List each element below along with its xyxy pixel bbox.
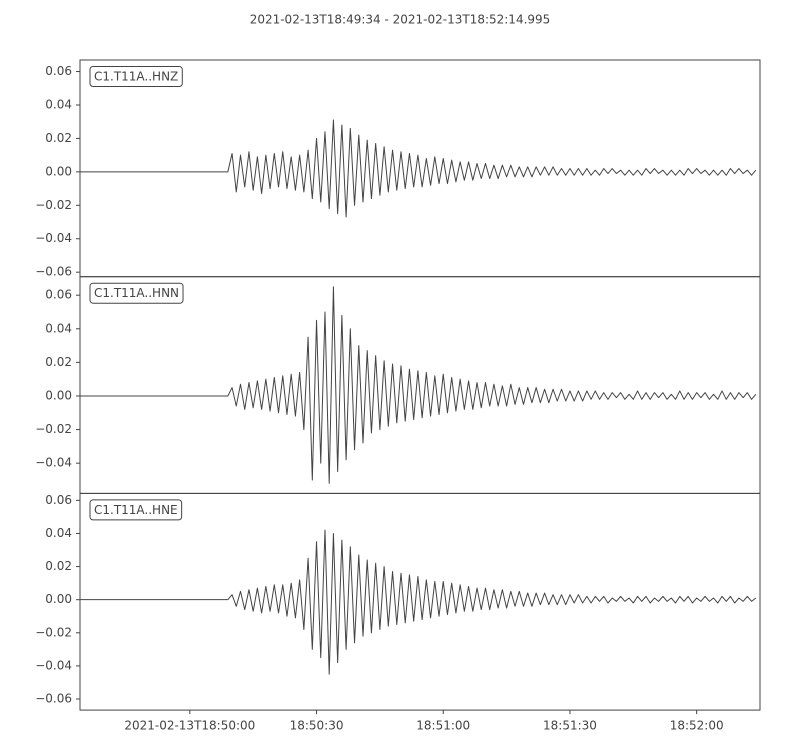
panel-frame	[79, 276, 761, 494]
x-tick-label: 18:50:30	[290, 719, 344, 733]
y-tick-label: −0.04	[35, 231, 72, 245]
trace-label: C1.T11A..HNZ	[94, 70, 178, 84]
y-tick-label: −0.02	[35, 198, 72, 212]
y-tick-label: 0.04	[45, 321, 72, 335]
y-tick-label: 0.00	[45, 592, 72, 606]
trace-label: C1.T11A..HNN	[94, 286, 179, 300]
y-tick-label: 0.02	[45, 559, 72, 573]
y-tick-label: 0.06	[45, 288, 72, 302]
y-tick-label: −0.06	[35, 265, 72, 279]
y-tick-label: 0.04	[45, 97, 72, 111]
y-tick-label: 0.00	[45, 164, 72, 178]
trace-label: C1.T11A..HNE	[94, 503, 178, 517]
y-tick-label: 0.02	[45, 355, 72, 369]
y-tick-label: −0.02	[35, 625, 72, 639]
waveform	[80, 529, 757, 675]
panel-frame	[79, 492, 761, 711]
trace-label-box	[89, 66, 183, 87]
y-tick-label: 0.00	[45, 388, 72, 402]
y-tick-label: −0.04	[35, 456, 72, 470]
x-tick-label: 2021-02-13T18:50:00	[124, 719, 255, 733]
y-tick-label: −0.06	[35, 692, 72, 706]
x-tick-label: 18:52:00	[670, 719, 724, 733]
y-tick-label: 0.02	[45, 131, 72, 145]
y-tick-label: −0.02	[35, 422, 72, 436]
y-tick-label: 0.04	[45, 526, 72, 540]
trace-label-box	[89, 282, 184, 304]
y-tick-label: 0.06	[45, 64, 72, 78]
y-tick-label: 0.06	[45, 493, 72, 507]
waveform	[80, 286, 757, 484]
trace-label-box	[89, 499, 183, 521]
x-tick-label: 18:51:00	[416, 719, 470, 733]
x-tick-label: 18:51:30	[543, 719, 597, 733]
chart-title: 2021-02-13T18:49:34 - 2021-02-13T18:52:1…	[250, 13, 551, 27]
waveform	[80, 119, 757, 218]
y-tick-label: −0.04	[35, 658, 72, 672]
